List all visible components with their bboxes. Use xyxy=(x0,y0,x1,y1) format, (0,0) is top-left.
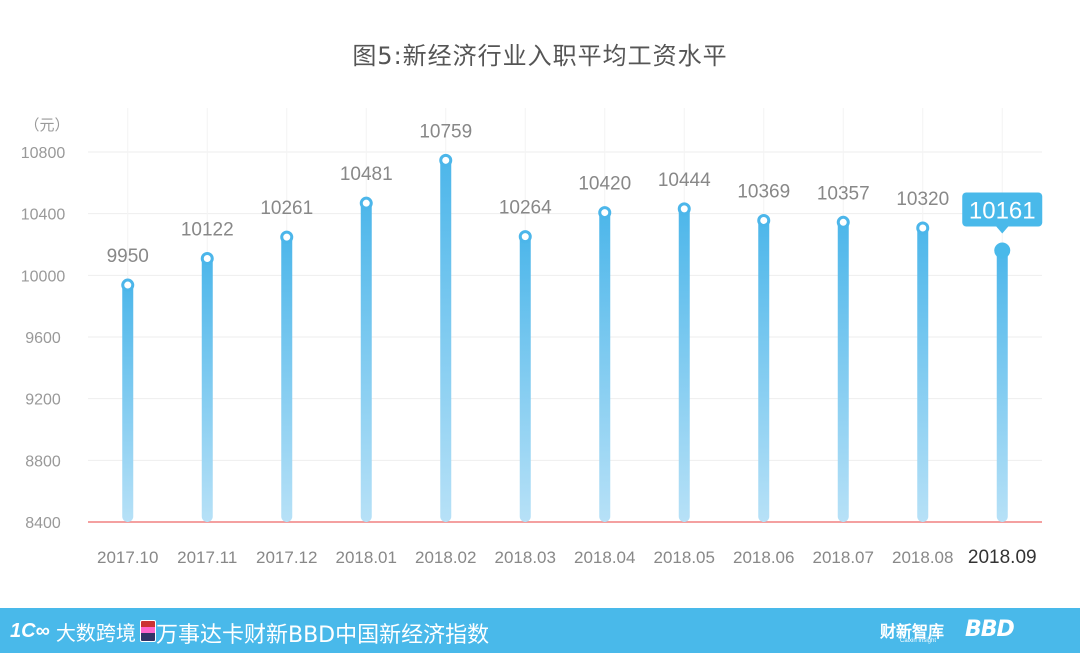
bar-marker xyxy=(598,206,612,220)
x-tick-label: 2018.01 xyxy=(336,548,397,567)
bar xyxy=(440,158,452,522)
bar xyxy=(360,201,372,522)
bars xyxy=(121,153,1011,523)
bar-marker xyxy=(677,202,691,216)
data-label: 10357 xyxy=(817,183,870,204)
x-tick-label: 2018.04 xyxy=(574,548,635,567)
footer-logo: 1C∞ 大数跨境 xyxy=(10,618,156,645)
bar-marker xyxy=(757,213,771,227)
x-tick-label: 2018.09 xyxy=(968,547,1037,568)
bar xyxy=(122,283,134,522)
bar-marker xyxy=(916,221,930,235)
data-label: 10369 xyxy=(737,181,790,202)
footer-brand-caixin: 财新智库 xyxy=(880,622,945,641)
y-tick-label: 10400 xyxy=(21,207,66,224)
data-label: 10320 xyxy=(896,189,949,210)
x-axis: 2017.10 2017.11 2017.12 2018.01 2018.02 2018.… xyxy=(97,547,1037,568)
data-label: 10261 xyxy=(260,198,313,219)
y-tick-label: 10000 xyxy=(21,268,66,285)
x-tick-label: 2018.02 xyxy=(415,548,476,567)
data-label: 9950 xyxy=(107,246,149,267)
bar-marker xyxy=(280,230,294,244)
x-tick-label: 2017.10 xyxy=(97,548,158,567)
bar-marker xyxy=(439,153,453,167)
x-tick-label: 2018.03 xyxy=(495,548,556,567)
bar xyxy=(281,235,293,523)
bar xyxy=(996,250,1008,522)
y-axis-unit: （元） xyxy=(24,116,69,134)
callout-pointer xyxy=(996,226,1009,234)
bar xyxy=(837,220,849,522)
bar-marker xyxy=(518,230,532,244)
data-label: 10759 xyxy=(419,121,472,142)
data-label: 10444 xyxy=(658,170,711,191)
x-tick-label: 2018.05 xyxy=(654,548,715,567)
data-label-highlight: 10161 xyxy=(969,198,1036,225)
callout-box xyxy=(962,192,1043,227)
y-tick-label: 8800 xyxy=(25,453,61,470)
bar-marker xyxy=(836,215,850,229)
y-tick-label: 9600 xyxy=(25,330,61,347)
bar-marker xyxy=(359,196,373,210)
bar-marker xyxy=(121,278,135,292)
y-tick-label: 9200 xyxy=(25,392,61,409)
bar xyxy=(917,226,929,522)
bar-marker xyxy=(200,252,214,266)
data-labels: 9950 10122 10261 10481 10759 10264 10420 10444 1… xyxy=(107,121,1043,267)
bar xyxy=(678,206,690,522)
data-label: 10481 xyxy=(340,164,393,185)
bar-highlight-marker xyxy=(994,242,1011,259)
chart-title: 图5:新经济行业入职平均工资水平 xyxy=(352,42,728,70)
logo-mark: 1C∞ xyxy=(10,619,50,642)
footer-bar: 1C∞ 大数跨境 万事达卡财新BBD中国新经济指数 财新智库 Caixin In… xyxy=(0,608,1080,653)
data-label: 10264 xyxy=(499,198,552,219)
footer-brand-bbd: BBD xyxy=(965,617,1015,642)
x-tick-label: 2017.12 xyxy=(256,548,317,567)
grid-lines xyxy=(88,108,1042,522)
footer-brand-caixin-sub: Caixin Insight xyxy=(900,638,937,644)
logo-name: 大数跨境 xyxy=(55,620,136,645)
y-tick-label: 8400 xyxy=(25,515,61,532)
x-tick-label: 2017.11 xyxy=(177,548,237,567)
y-axis: （元） 10800 10400 10000 9600 9200 8800 8400 xyxy=(21,116,1042,532)
footer-source-text: 万事达卡财新BBD中国新经济指数 xyxy=(156,623,490,648)
data-label: 10122 xyxy=(181,220,234,241)
logo-badge-icon xyxy=(139,620,156,642)
data-label: 10420 xyxy=(578,174,631,195)
x-tick-label: 2018.08 xyxy=(892,548,953,567)
bar xyxy=(758,218,770,522)
bar xyxy=(201,256,213,522)
x-tick-label: 2018.07 xyxy=(813,548,874,567)
x-tick-label: 2018.06 xyxy=(733,548,794,567)
bar xyxy=(519,234,531,522)
y-tick-label: 10800 xyxy=(21,145,66,162)
bar xyxy=(599,210,611,523)
bar-chart: （元） 10800 10400 10000 9600 9200 8800 8400 9950 1… xyxy=(21,108,1043,568)
